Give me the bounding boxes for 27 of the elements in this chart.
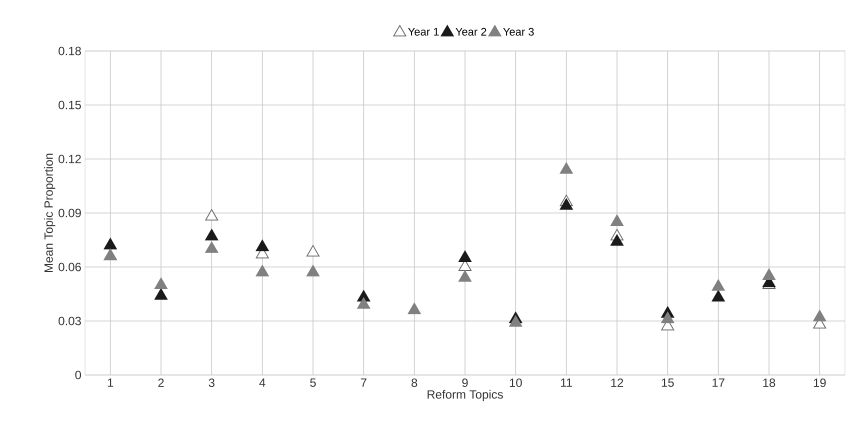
y-tick-label: 0 [75,370,82,380]
y-tick-label: 0.18 [58,46,81,56]
x-tick-label: 17 [712,378,724,387]
y-axis-title: Mean Topic Proportion [44,154,56,272]
x-tick-label: 7 [360,378,366,387]
y-tick-label: 0.06 [58,262,81,272]
x-tick-label: 19 [814,378,826,388]
legend-label: Year 1 [408,28,439,36]
y-tick-label: 0.03 [58,316,81,326]
x-tick-label: 11 [561,378,572,387]
x-tick-label: 9 [462,378,468,388]
x-tick-label: 2 [158,378,164,387]
x-tick-label: 10 [510,378,522,388]
legend-label: Year 2 [456,28,486,36]
x-tick-label: 12 [611,378,624,387]
x-tick-label: 8 [412,378,418,388]
y-tick-label: 0.12 [58,154,81,164]
x-tick-label: 15 [662,378,674,387]
x-axis-title: Reform Topics [428,390,503,402]
x-tick-label: 1 [108,378,114,387]
x-tick-label: 3 [208,378,214,388]
x-tick-label: 4 [259,378,266,387]
x-tick-label: 18 [763,378,776,388]
legend-label: Year 3 [503,28,534,36]
y-tick-label: 0.09 [58,208,81,218]
x-tick-label: 5 [310,378,316,387]
y-tick-label: 0.15 [58,100,81,110]
